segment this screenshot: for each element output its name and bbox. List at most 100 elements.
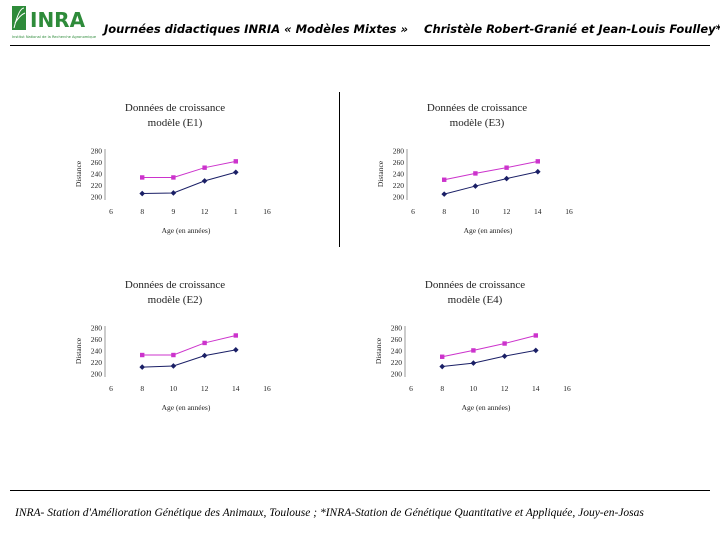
x-tick-label: 12	[501, 384, 509, 393]
chart-e3: Données de croissance modèle (E3) 280 260 24…	[376, 102, 573, 235]
data-point-bottom	[501, 353, 508, 359]
x-tick-label: 16	[563, 384, 571, 393]
data-point-top	[171, 175, 176, 180]
series-line-bottom	[442, 349, 536, 368]
x-tick-label: 6	[409, 384, 413, 393]
y-tick-label: 280	[391, 324, 403, 333]
x-tick-label: 8	[140, 207, 144, 216]
data-point-top	[233, 333, 238, 338]
y-tick-label: 200	[91, 193, 103, 202]
x-tick-label: 12	[503, 207, 511, 216]
y-tick-label: 260	[91, 158, 103, 167]
data-point-bottom	[233, 347, 239, 353]
x-tick-label: 8	[440, 384, 444, 393]
x-tick-label: 12	[201, 207, 209, 216]
footer-divider	[10, 490, 710, 491]
x-tick-label: 8	[140, 384, 144, 393]
chart-subtitle: modèle (E4)	[448, 294, 503, 306]
y-tick-label: 200	[393, 193, 405, 202]
chart-separator	[339, 92, 340, 247]
data-point-top	[171, 352, 176, 358]
y-tick-label: 240	[393, 170, 405, 179]
x-tick-label: 16	[263, 207, 271, 216]
y-axis-label: Distance	[74, 160, 83, 187]
y-tick-label: 220	[91, 358, 103, 367]
series-line-bottom	[444, 171, 538, 195]
data-point-bottom	[503, 175, 510, 182]
y-tick-label: 240	[391, 347, 403, 356]
series-line-top	[442, 334, 536, 358]
chart-title: Données de croissance	[125, 102, 225, 114]
data-point-bottom	[170, 363, 177, 369]
data-point-bottom	[533, 347, 539, 354]
header-title-right: Christèle Robert-Granié et Jean-Louis Fo…	[424, 22, 720, 36]
data-point-bottom	[139, 364, 145, 370]
chart-title: Données de croissance	[125, 279, 225, 291]
data-point-top	[533, 333, 538, 338]
data-point-bottom	[439, 363, 445, 370]
chart-e4: Données de croissance modèle (E4) 280 260 24…	[374, 279, 571, 412]
header-title-left: Journées didactiques INRIA « Modèles Mix…	[104, 22, 408, 36]
data-point-top	[140, 175, 145, 180]
y-tick-label: 200	[91, 370, 103, 379]
x-tick-label: 14	[232, 384, 240, 393]
x-axis-label: Age (en années)	[162, 226, 211, 235]
data-point-bottom	[470, 360, 477, 366]
data-point-bottom	[535, 168, 541, 175]
y-axis-label: Distance	[74, 337, 83, 364]
x-tick-label: 16	[263, 384, 271, 393]
data-point-top	[440, 354, 445, 359]
x-tick-label: 14	[532, 384, 540, 393]
y-tick-label: 280	[393, 147, 405, 156]
y-axis-label: Distance	[374, 337, 383, 364]
series-line-bottom	[142, 349, 236, 368]
data-point-top	[233, 159, 238, 164]
y-tick-label: 260	[91, 335, 103, 344]
x-tick-label: 6	[411, 207, 415, 216]
y-tick-label: 280	[91, 147, 103, 156]
y-axis-label: Distance	[376, 160, 385, 187]
data-point-bottom	[441, 191, 447, 197]
x-tick-label: 6	[109, 207, 113, 216]
data-point-top	[140, 352, 145, 358]
chart-subtitle: modèle (E1)	[148, 117, 203, 129]
x-tick-label: 8	[442, 207, 446, 216]
x-axis-label: Age (en années)	[462, 403, 511, 412]
y-tick-label: 260	[393, 158, 405, 167]
y-tick-label: 200	[391, 370, 403, 379]
y-tick-label: 280	[91, 324, 103, 333]
logo-text: INRA	[30, 8, 86, 32]
series-line-top	[142, 160, 236, 178]
data-point-bottom	[170, 190, 177, 196]
data-point-top	[471, 348, 476, 353]
series-line-top	[142, 334, 236, 356]
header-divider	[10, 45, 710, 46]
chart-title: Données de croissance	[425, 279, 525, 291]
x-tick-label: 10	[470, 384, 478, 393]
chart-panel-e4: Données de croissance modèle (E4) 280 260 24…	[368, 273, 583, 438]
x-tick-label: 9	[172, 207, 176, 216]
y-tick-label: 240	[91, 170, 103, 179]
data-point-top	[202, 340, 207, 346]
footer-affiliations: INRA- Station d'Amélioration Génétique d…	[15, 507, 644, 519]
data-point-top	[202, 165, 207, 170]
series-line-bottom	[142, 171, 236, 195]
x-tick-label: 10	[170, 384, 178, 393]
series-line-top	[444, 160, 538, 181]
x-tick-label: 14	[534, 207, 542, 216]
x-tick-label: 1	[234, 207, 238, 216]
y-tick-label: 220	[391, 358, 403, 367]
y-tick-label: 260	[391, 335, 403, 344]
x-axis-label: Age (en années)	[162, 403, 211, 412]
x-axis-label: Age (en années)	[464, 226, 513, 235]
chart-title: Données de croissance	[427, 102, 527, 114]
data-point-top	[535, 159, 540, 164]
y-tick-label: 220	[91, 181, 103, 190]
data-point-top	[442, 177, 447, 182]
data-point-bottom	[201, 178, 208, 184]
chart-subtitle: modèle (E2)	[148, 294, 203, 306]
data-point-top	[504, 165, 509, 170]
inra-logo: INRA Institut National de la Recherche A…	[10, 3, 98, 41]
y-tick-label: 220	[393, 181, 405, 190]
data-point-bottom	[233, 169, 239, 176]
